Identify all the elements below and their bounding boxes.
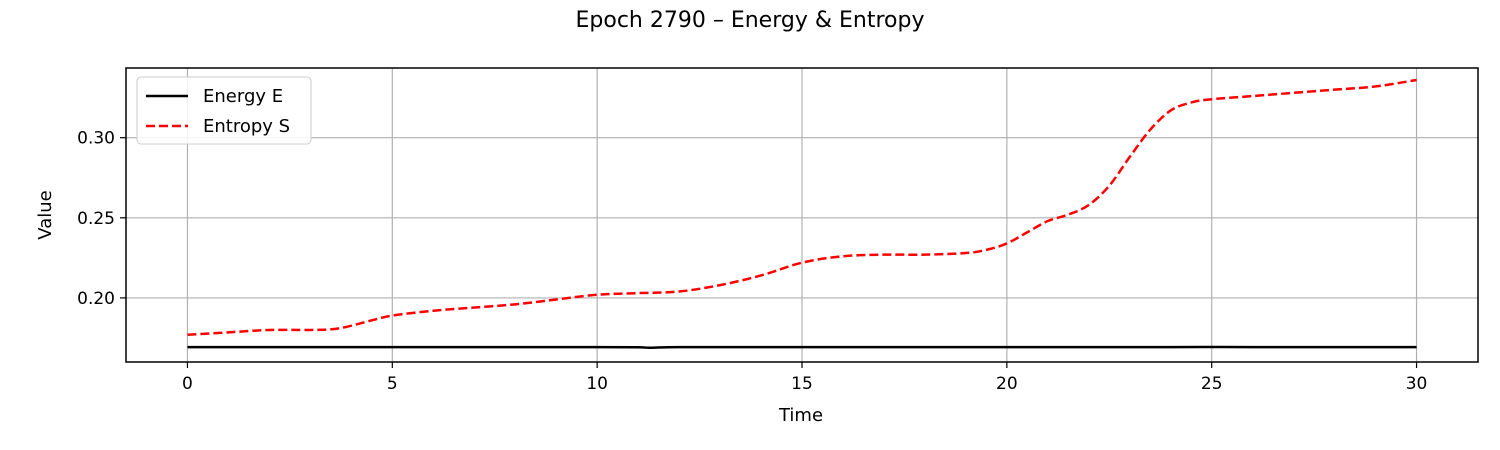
legend: Energy E Entropy S [136, 76, 312, 145]
x-tick-label: 20 [996, 374, 1018, 394]
y-tick-label: 0.20 [77, 289, 115, 309]
x-tick-label: 30 [1406, 374, 1428, 394]
legend-label-energy: Energy E [203, 86, 283, 107]
series-line-entropy-s [187, 78, 1417, 337]
series-line-energy-e [187, 345, 1417, 349]
y-tick-label: 0.30 [77, 129, 115, 149]
x-tick-label: 10 [586, 374, 608, 394]
x-tick-label: 15 [791, 374, 813, 394]
legend-label-entropy: Entropy S [203, 116, 290, 137]
x-tick-label: 0 [182, 374, 193, 394]
x-tick-label: 25 [1201, 374, 1223, 394]
x-tick-label: 5 [387, 374, 398, 394]
ticks-layer: 0 5 10 15 20 25 30 0.20 0.25 0.30 [77, 129, 1427, 394]
grid-layer [126, 68, 1478, 362]
x-axis-title: Time [778, 405, 823, 426]
y-axis-title: Value [35, 190, 56, 239]
chart-title: Epoch 2790 – Energy & Entropy [576, 8, 925, 33]
series-layer [187, 78, 1417, 349]
y-tick-label: 0.25 [77, 209, 115, 229]
